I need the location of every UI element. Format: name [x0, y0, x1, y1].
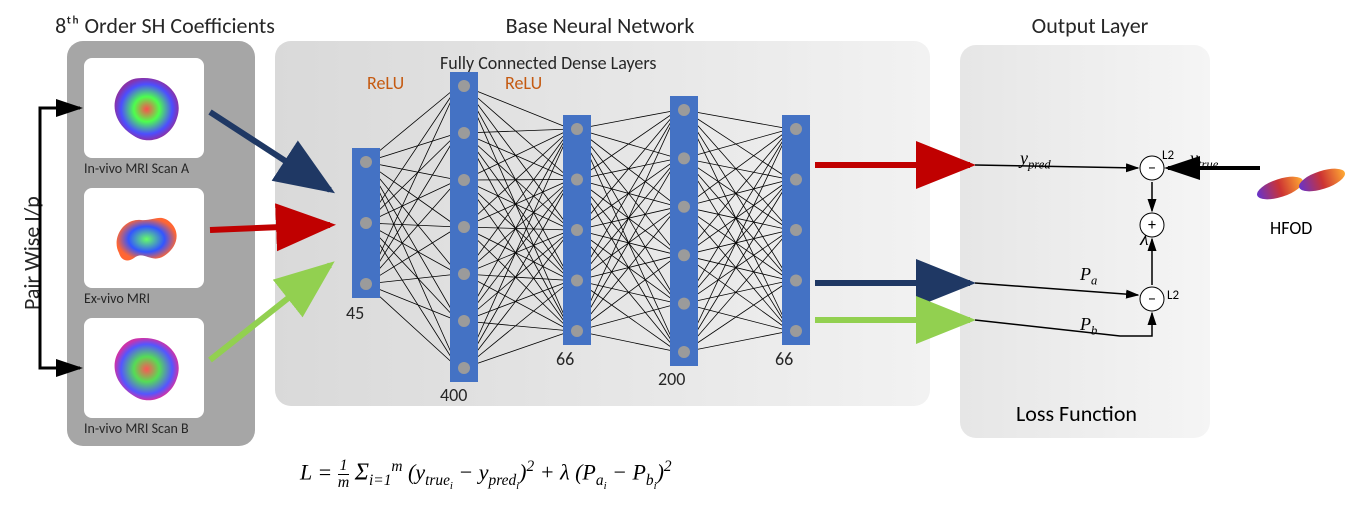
relu-label-1: ReLU	[367, 72, 404, 94]
ytrue-label: ytrue	[1190, 148, 1218, 173]
hfod-label: HFOD	[1270, 217, 1312, 239]
card-label-a: In-vivo MRI Scan A	[84, 160, 189, 177]
layer-size-2: 66	[556, 348, 574, 370]
output-title: Output Layer	[990, 12, 1190, 39]
output-panel	[960, 45, 1210, 438]
ypred-label: ypred	[1020, 148, 1051, 173]
l2-bot-label: L2	[1167, 288, 1179, 303]
input-card-ex	[84, 188, 204, 288]
glyph-icon	[99, 198, 189, 278]
glyph-icon	[99, 68, 189, 148]
network-panel	[275, 41, 930, 406]
relu-label-2: ReLU	[505, 72, 542, 94]
layer-size-4: 66	[775, 348, 793, 370]
l2-top-label: L2	[1162, 148, 1174, 163]
input-title: 8ᵗʰ Order SH Coefficients	[40, 12, 290, 39]
network-title: Base Neural Network	[420, 12, 780, 39]
loss-fn-label: Loss Function	[1016, 400, 1137, 427]
dense-subtitle: Fully Connected Dense Layers	[440, 52, 656, 74]
hfod-glyph	[1252, 160, 1352, 210]
input-card-a	[84, 58, 204, 158]
layer-size-0: 45	[346, 302, 364, 324]
card-label-ex: Ex-vivo MRI	[84, 290, 150, 307]
lambda-symbol: λ	[1140, 228, 1149, 251]
pairwise-label: Pair Wise I/p	[18, 196, 45, 310]
pa-label: Pa	[1080, 264, 1097, 289]
glyph-icon	[99, 328, 189, 408]
input-card-b	[84, 318, 204, 418]
pb-label: Pb	[1080, 314, 1097, 339]
card-label-b: In-vivo MRI Scan B	[84, 420, 189, 437]
layer-size-1: 400	[440, 384, 467, 406]
loss-formula: L = 1m Σi=1m (ytruei − ypredi)2 + λ (Pai…	[300, 458, 672, 492]
layer-size-3: 200	[658, 368, 685, 390]
